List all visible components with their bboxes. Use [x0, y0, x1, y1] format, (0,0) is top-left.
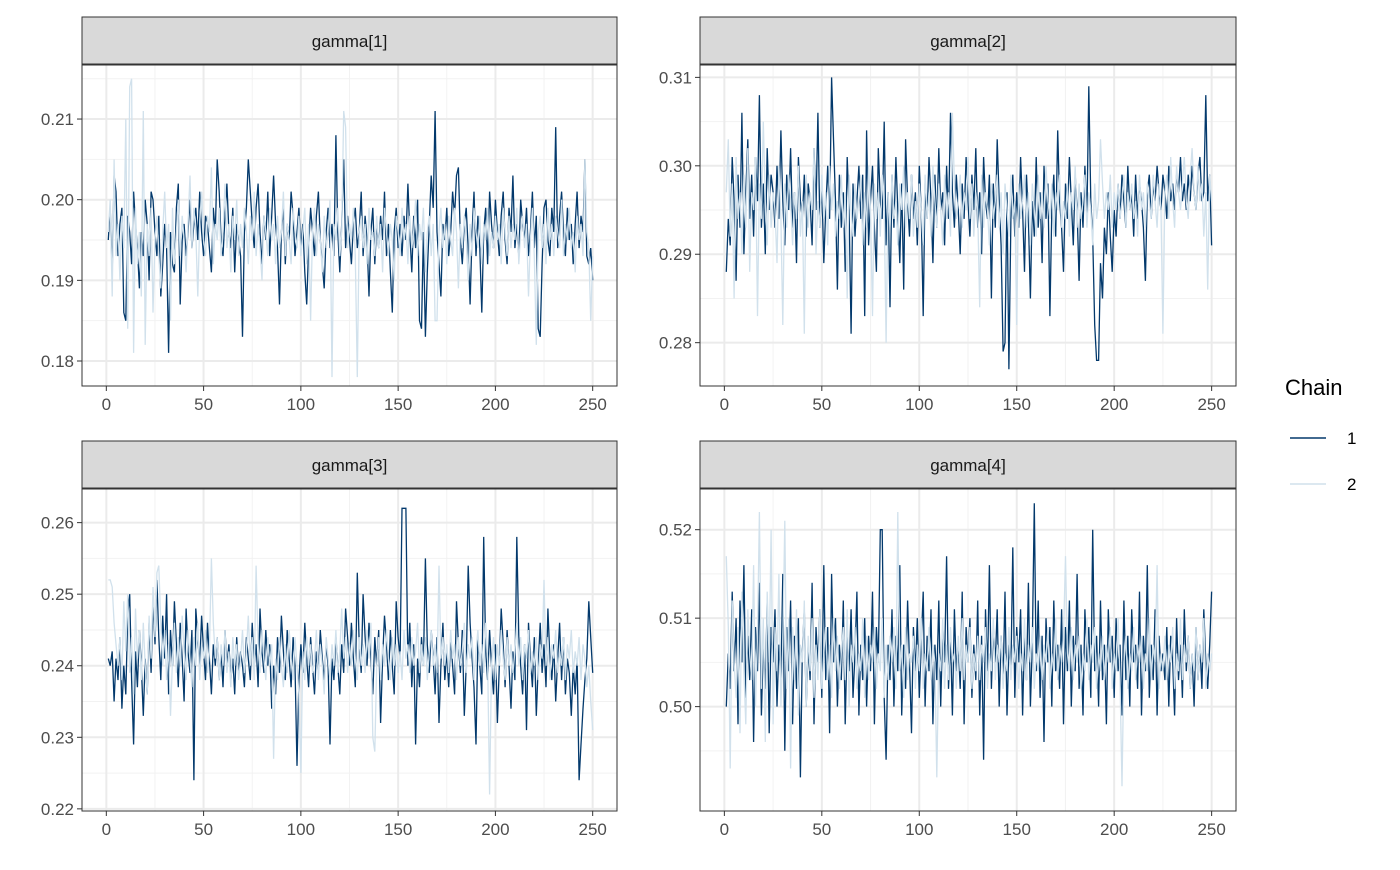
- facet-strip: [81, 440, 618, 489]
- x-tick-label: 100: [905, 820, 933, 839]
- x-tick-label: 0: [102, 395, 111, 414]
- x-tick-label: 150: [384, 395, 412, 414]
- x-tick-label: 0: [720, 395, 729, 414]
- facet-panel-1: gamma[1] 0 50 100 150 200 250 0.18 0.19 0.20 0.21: [41, 16, 618, 414]
- x-tick-label: 250: [1197, 395, 1225, 414]
- x-tick-label: 200: [481, 820, 509, 839]
- x-tick-label: 200: [481, 395, 509, 414]
- y-tick-label: 0.25: [41, 585, 74, 604]
- x-tick-label: 0: [102, 820, 111, 839]
- x-tick-label: 50: [194, 820, 213, 839]
- facet-title: gamma[2]: [930, 32, 1006, 51]
- x-tick-label: 250: [578, 395, 606, 414]
- y-tick-label: 0.23: [41, 728, 74, 747]
- y-tick-label: 0.21: [41, 110, 74, 129]
- y-tick-label: 0.30: [659, 157, 692, 176]
- facet-title: gamma[1]: [312, 32, 388, 51]
- y-tick-label: 0.26: [41, 514, 74, 533]
- y-tick-label: 0.18: [41, 352, 74, 371]
- trace-line-chain-2: [725, 511, 1213, 787]
- y-tick-label: 0.50: [659, 698, 692, 717]
- trace-line-chain-2: [107, 78, 594, 378]
- x-tick-label: 250: [578, 820, 606, 839]
- trace-line-chain-2: [725, 112, 1213, 343]
- y-tick-label: 0.31: [659, 68, 692, 87]
- x-tick-label: 50: [194, 395, 213, 414]
- legend-title: Chain: [1285, 375, 1342, 400]
- x-tick-label: 50: [812, 395, 831, 414]
- trace-line-chain-1: [107, 110, 594, 353]
- x-tick-label: 100: [287, 820, 315, 839]
- y-tick-label: 0.29: [659, 245, 692, 264]
- panel-border: [81, 64, 618, 387]
- y-tick-label: 0.19: [41, 271, 74, 290]
- panel-border: [699, 488, 1237, 812]
- panel-border: [699, 64, 1237, 387]
- x-tick-label: 100: [905, 395, 933, 414]
- x-tick-label: 150: [1003, 395, 1031, 414]
- facet-panel-4: gamma[4] 0 50 100 150 200 250 0.50 0.51 0.52: [659, 440, 1237, 839]
- y-tick-label: 0.22: [41, 800, 74, 819]
- facet-title: gamma[4]: [930, 456, 1006, 475]
- panel-border: [81, 488, 618, 812]
- legend-label: 2: [1347, 475, 1356, 494]
- facet-strip: [699, 440, 1237, 489]
- x-tick-label: 150: [1003, 820, 1031, 839]
- x-tick-label: 0: [720, 820, 729, 839]
- y-tick-label: 0.28: [659, 334, 692, 353]
- y-tick-label: 0.51: [659, 609, 692, 628]
- y-tick-label: 0.20: [41, 191, 74, 210]
- y-tick-label: 0.52: [659, 521, 692, 540]
- x-tick-label: 50: [812, 820, 831, 839]
- facet-strip: [699, 16, 1237, 65]
- x-tick-label: 100: [287, 395, 315, 414]
- x-tick-label: 150: [384, 820, 412, 839]
- facet-strip: [81, 16, 618, 65]
- legend: Chain 1 2: [1285, 375, 1356, 494]
- legend-label: 1: [1347, 429, 1356, 448]
- facet-title: gamma[3]: [312, 456, 388, 475]
- y-tick-label: 0.24: [41, 657, 74, 676]
- x-tick-label: 200: [1100, 395, 1128, 414]
- x-tick-label: 200: [1100, 820, 1128, 839]
- x-tick-label: 250: [1197, 820, 1225, 839]
- facet-panel-3: gamma[3] 0 50 100 150 200 250 0.22 0.23 0.24 0.25 0…: [41, 440, 618, 839]
- trace-line-chain-1: [107, 507, 594, 781]
- trace-line-chain-2: [108, 558, 594, 795]
- facet-panel-2: gamma[2] 0 50 100 150 200 250 0.28 0.29 0.30 0.31: [659, 16, 1237, 414]
